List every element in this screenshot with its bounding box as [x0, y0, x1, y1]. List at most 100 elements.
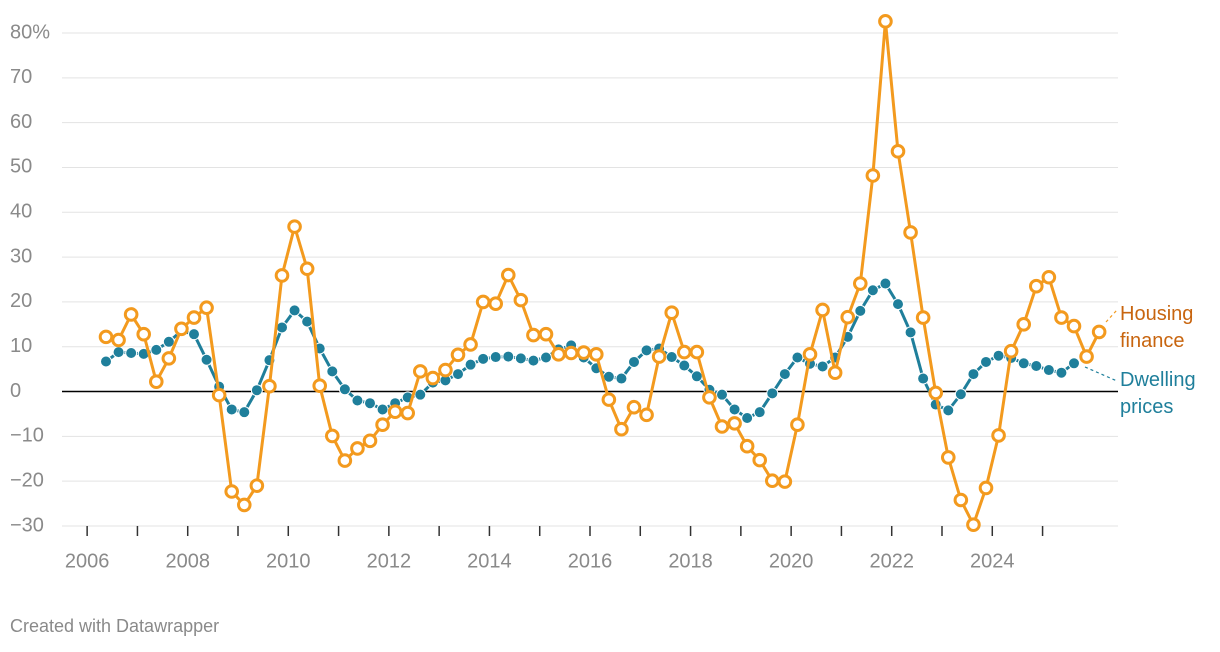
data-point	[326, 365, 339, 378]
data-point	[100, 355, 112, 368]
data-point	[337, 453, 353, 468]
series-label: Housing finance	[1120, 303, 1194, 352]
data-point	[475, 294, 491, 310]
data-point	[1055, 366, 1068, 379]
data-point	[1042, 364, 1055, 377]
x-tick-label: 2006	[65, 550, 110, 572]
data-point	[790, 417, 805, 433]
x-tick-label: 2024	[970, 550, 1015, 572]
data-point	[200, 353, 213, 366]
data-point	[777, 474, 793, 489]
data-point	[148, 374, 164, 389]
y-tick-label: 0	[10, 380, 21, 402]
data-point	[538, 326, 554, 342]
y-tick-label: 30	[10, 245, 32, 267]
x-tick-label: 2022	[869, 550, 914, 572]
data-point	[477, 352, 490, 365]
data-point	[915, 310, 931, 325]
leader-line	[1084, 366, 1118, 382]
data-point	[188, 328, 200, 341]
data-point	[741, 411, 754, 424]
data-point	[953, 492, 969, 508]
data-point	[878, 14, 893, 29]
data-point	[540, 351, 552, 364]
data-point	[236, 497, 252, 513]
data-point	[728, 403, 741, 416]
data-point	[966, 517, 981, 532]
y-tick-label: 20	[10, 290, 32, 312]
data-point	[224, 484, 240, 499]
y-tick-label: 10	[10, 335, 32, 357]
data-point	[250, 384, 263, 397]
x-tick-label: 2012	[367, 550, 412, 572]
data-point	[249, 478, 265, 493]
data-point	[502, 350, 515, 363]
y-tick-label: 50	[10, 156, 32, 178]
data-point	[665, 351, 678, 364]
data-point	[640, 344, 653, 357]
data-point	[438, 362, 453, 378]
data-point	[174, 321, 189, 337]
data-point	[364, 397, 376, 410]
data-point	[980, 355, 992, 368]
data-point	[488, 296, 504, 312]
data-point	[338, 383, 351, 396]
data-point	[262, 378, 277, 394]
data-point	[527, 354, 540, 367]
x-tick-label: 2018	[668, 550, 713, 572]
credit: Created with Datawrapper	[10, 616, 220, 636]
data-point	[753, 406, 766, 419]
data-point	[879, 277, 892, 290]
data-point	[112, 346, 125, 359]
data-point	[276, 321, 288, 334]
data-point	[639, 407, 654, 423]
leader-line	[1105, 309, 1118, 323]
data-point	[576, 345, 592, 360]
data-point	[225, 403, 238, 416]
data-point	[702, 390, 717, 405]
data-point	[739, 438, 755, 454]
data-point	[917, 372, 930, 385]
y-tick-label: 60	[10, 111, 32, 133]
data-point	[425, 370, 441, 386]
data-point	[161, 351, 177, 366]
data-point	[678, 359, 691, 372]
data-point	[463, 337, 478, 352]
data-point	[136, 326, 152, 342]
data-point	[588, 347, 604, 362]
data-point	[1003, 343, 1019, 359]
data-point	[764, 473, 780, 489]
data-point	[1030, 359, 1043, 372]
data-point	[676, 344, 692, 360]
data-point	[312, 378, 328, 394]
data-point	[928, 385, 944, 401]
data-point	[690, 370, 703, 383]
data-point	[967, 368, 980, 381]
data-point	[827, 365, 843, 381]
data-point	[866, 284, 879, 297]
x-tick-label: 2020	[769, 550, 814, 572]
data-point	[450, 347, 466, 363]
data-point	[123, 307, 139, 322]
data-point	[1066, 318, 1082, 334]
series-line	[105, 19, 1101, 527]
data-point	[942, 404, 955, 417]
data-point	[904, 326, 917, 339]
data-point	[903, 225, 918, 240]
x-tick-label: 2010	[266, 550, 311, 572]
data-point	[551, 347, 566, 362]
data-point	[601, 392, 617, 407]
data-point	[514, 352, 527, 365]
data-point	[199, 300, 214, 316]
data-point	[362, 433, 378, 449]
x-tick-label: 2008	[165, 550, 210, 572]
data-point	[400, 405, 416, 421]
data-point	[1016, 317, 1032, 332]
data-point	[714, 419, 730, 434]
data-point	[563, 345, 579, 361]
data-point	[992, 349, 1005, 362]
data-point	[954, 388, 967, 401]
data-point	[852, 276, 868, 291]
data-point	[98, 329, 114, 345]
